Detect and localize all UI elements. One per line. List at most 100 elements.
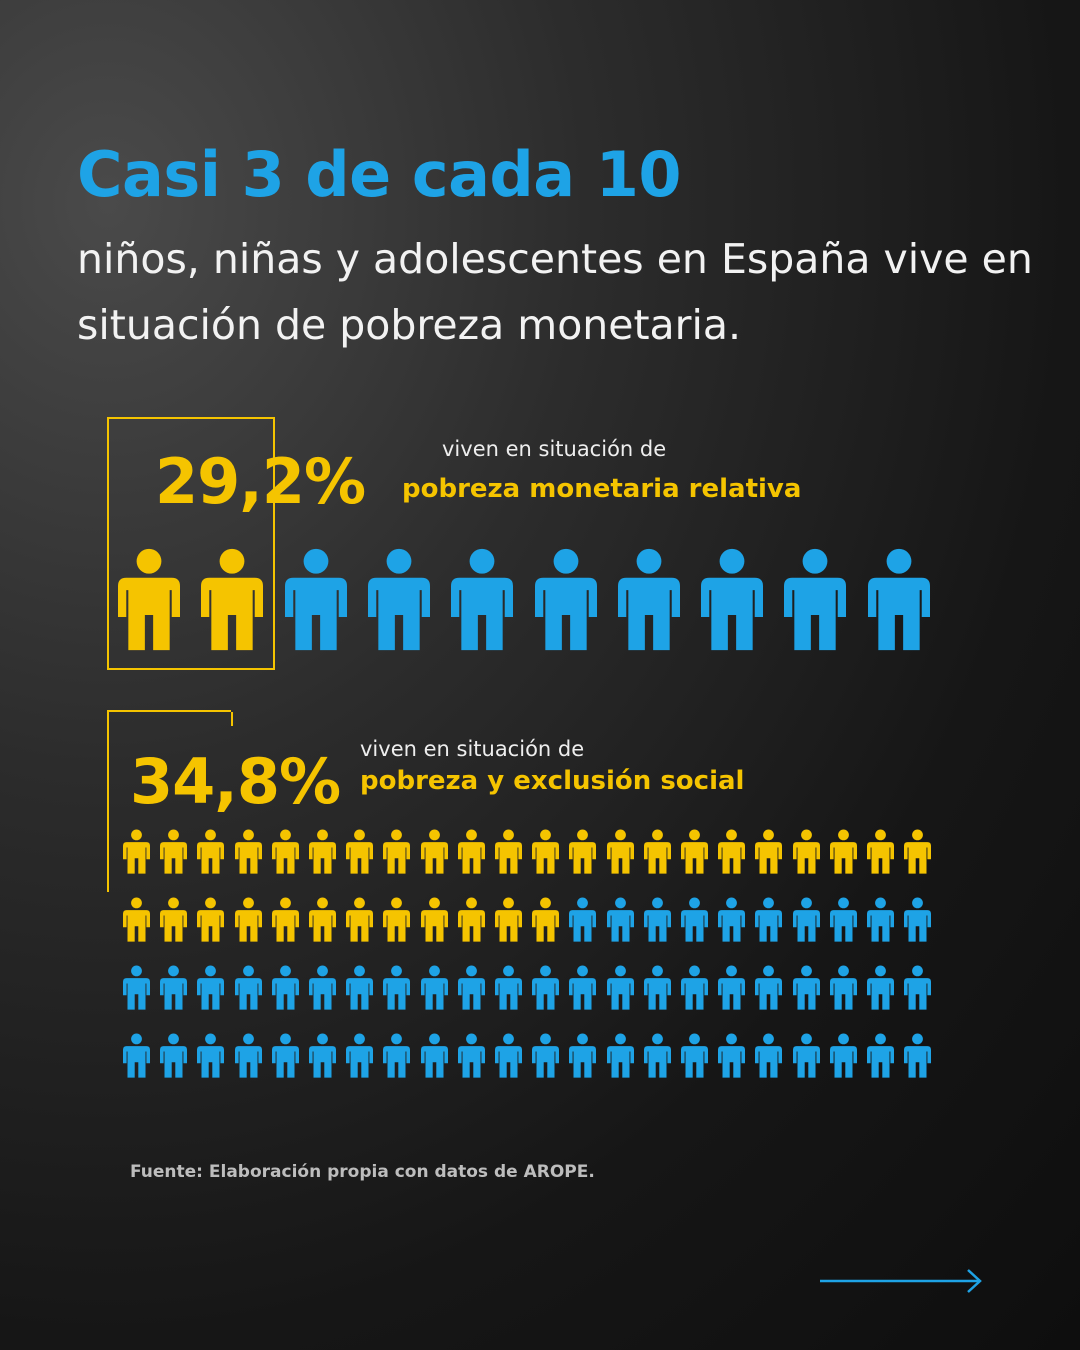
person-icon — [904, 1033, 932, 1078]
person-icon — [681, 965, 708, 1010]
person-icon — [532, 1033, 560, 1078]
person-icon — [160, 1033, 188, 1078]
person-icon — [718, 829, 746, 874]
person-icon — [197, 965, 225, 1010]
person-icon — [123, 897, 150, 942]
person-icon — [346, 965, 374, 1010]
person-icon — [755, 1033, 783, 1078]
page-title: Casi 3 de cada 10 — [77, 138, 682, 211]
person-icon — [643, 897, 671, 942]
person-icon — [346, 829, 374, 874]
person-icon — [681, 1033, 708, 1078]
stat2-prefix: viven en situación de — [360, 737, 585, 761]
person-icon — [123, 829, 150, 874]
person-icon — [197, 829, 225, 874]
person-icon — [160, 965, 188, 1010]
person-icon — [643, 965, 671, 1010]
person-icon — [829, 1033, 857, 1078]
person-icon — [534, 548, 597, 651]
person-icon — [495, 965, 522, 1010]
arrow-right-icon[interactable] — [818, 1266, 984, 1296]
person-icon — [234, 965, 262, 1010]
person-icon — [197, 1033, 225, 1078]
person-icon — [718, 897, 746, 942]
highlight-frame — [107, 710, 233, 892]
person-icon — [792, 829, 820, 874]
source-note: Fuente: Elaboración propia con datos de … — [130, 1162, 595, 1182]
person-icon — [643, 1033, 671, 1078]
person-icon — [123, 965, 150, 1010]
person-icon — [784, 548, 847, 651]
person-icon — [606, 1033, 634, 1078]
person-icon — [309, 829, 336, 874]
person-icon — [904, 965, 932, 1010]
person-icon — [383, 897, 411, 942]
person-icon — [118, 548, 180, 651]
person-icon — [383, 829, 411, 874]
person-icon — [792, 897, 820, 942]
person-icon — [457, 965, 485, 1010]
person-icon — [123, 1033, 150, 1078]
person-icon — [420, 829, 448, 874]
person-icon — [867, 1033, 894, 1078]
stat1-value: 29,2% — [155, 445, 366, 518]
person-icon — [420, 1033, 448, 1078]
person-icon — [201, 548, 264, 651]
person-icon — [617, 548, 680, 651]
person-icon — [867, 829, 894, 874]
person-icon — [420, 965, 448, 1010]
person-icon — [383, 1033, 411, 1078]
person-icon — [234, 1033, 262, 1078]
stat2-label: pobreza y exclusión social — [360, 766, 745, 796]
person-icon — [532, 897, 560, 942]
stat1-label: pobreza monetaria relativa — [402, 474, 802, 504]
person-icon — [271, 1033, 299, 1078]
person-icon — [346, 897, 374, 942]
person-icon — [904, 829, 932, 874]
person-icon — [755, 897, 783, 942]
person-icon — [829, 829, 857, 874]
person-icon — [495, 1033, 522, 1078]
person-icon — [234, 829, 262, 874]
person-icon — [420, 897, 448, 942]
person-icon — [755, 829, 783, 874]
person-icon — [367, 548, 430, 651]
person-icon — [867, 897, 894, 942]
person-icon — [532, 829, 560, 874]
person-icon — [451, 548, 514, 651]
highlight-frame — [107, 417, 275, 670]
person-icon — [792, 1033, 820, 1078]
person-icon — [792, 965, 820, 1010]
person-icon — [606, 897, 634, 942]
person-icon — [532, 965, 560, 1010]
stat2-value: 34,8% — [130, 745, 341, 818]
person-icon — [829, 897, 857, 942]
person-icon — [718, 965, 746, 1010]
person-icon — [271, 829, 299, 874]
person-icon — [701, 548, 764, 651]
person-icon — [457, 897, 485, 942]
person-icon — [457, 1033, 485, 1078]
person-icon — [271, 897, 299, 942]
person-icon — [346, 1033, 374, 1078]
person-icon — [309, 1033, 336, 1078]
person-icon — [569, 829, 597, 874]
person-icon — [495, 897, 522, 942]
person-icon — [643, 829, 671, 874]
person-icon — [234, 897, 262, 942]
person-icon — [867, 548, 930, 651]
person-icon — [904, 897, 932, 942]
person-icon — [606, 829, 634, 874]
person-icon — [160, 897, 188, 942]
person-icon — [829, 965, 857, 1010]
stat1-prefix: viven en situación de — [442, 437, 667, 461]
person-icon — [309, 897, 336, 942]
person-icon — [681, 897, 708, 942]
person-icon — [284, 548, 347, 651]
page-subtitle: niños, niñas y adolescentes en España vi… — [77, 235, 1033, 349]
person-icon — [309, 965, 336, 1010]
person-icon — [271, 965, 299, 1010]
person-icon — [606, 965, 634, 1010]
person-icon — [681, 829, 708, 874]
person-icon — [569, 1033, 597, 1078]
